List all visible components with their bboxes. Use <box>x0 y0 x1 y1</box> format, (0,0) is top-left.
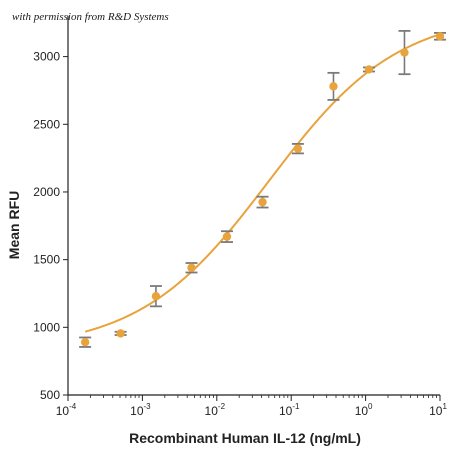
x-tick-label: 100 <box>355 402 373 418</box>
data-point <box>293 144 303 153</box>
x-tick-label: 10-2 <box>205 402 226 418</box>
x-tick-exponent: 0 <box>368 402 373 411</box>
y-tick-label: 3000 <box>33 50 60 64</box>
x-tick-exponent: 1 <box>442 402 447 411</box>
data-point <box>222 232 232 241</box>
x-tick-exponent: -1 <box>292 402 300 411</box>
data-points <box>80 32 445 347</box>
permission-watermark: with permission from R&D Systems <box>12 11 169 23</box>
data-point <box>151 291 161 301</box>
data-point <box>435 32 445 41</box>
y-tick-label: 2500 <box>33 117 60 131</box>
x-tick-base: 10 <box>429 404 443 418</box>
y-axis-title: Mean RFU <box>6 191 22 259</box>
y-tick-label: 2000 <box>33 185 60 199</box>
x-tick-base: 10 <box>130 404 144 418</box>
y-tick-label: 500 <box>40 388 60 402</box>
x-tick-label: 101 <box>429 402 447 418</box>
data-point <box>364 65 374 74</box>
x-tick-base: 10 <box>355 404 369 418</box>
data-point <box>258 197 267 207</box>
x-tick-base: 10 <box>56 404 70 418</box>
data-point <box>329 82 338 91</box>
x-tick-exponent: -2 <box>218 402 226 411</box>
fit-curve <box>84 33 441 333</box>
x-axis-ticks: 10-4 10-3 10-2 10-1 100 101 <box>56 395 447 418</box>
x-tick-base: 10 <box>279 404 293 418</box>
y-tick-label: 1500 <box>33 253 60 267</box>
data-point <box>187 263 196 272</box>
x-tick-label: 10-3 <box>130 402 151 418</box>
x-axis-title: Recombinant Human IL-12 (ng/mL) <box>129 430 361 446</box>
axes <box>67 16 440 396</box>
x-tick-label: 10-1 <box>279 402 300 418</box>
x-tick-exponent: -3 <box>144 402 152 411</box>
y-axis-ticks: 500 1000 1500 2000 2500 3000 <box>33 50 68 402</box>
data-point <box>400 48 409 57</box>
x-tick-exponent: -4 <box>69 402 77 411</box>
y-tick-label: 1000 <box>33 320 60 334</box>
x-tick-label: 10-4 <box>56 402 77 418</box>
data-point <box>80 338 90 347</box>
data-point <box>116 329 125 338</box>
x-tick-base: 10 <box>205 404 219 418</box>
